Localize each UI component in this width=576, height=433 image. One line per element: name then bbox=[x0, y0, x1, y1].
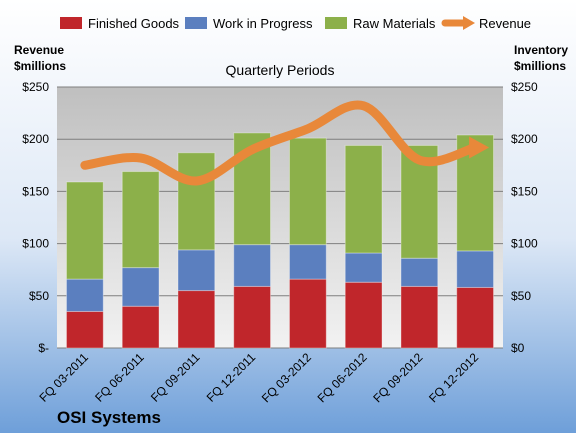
bar-segment bbox=[121, 171, 160, 269]
bar-segment bbox=[177, 152, 216, 251]
y-right-axis-title-line2: $millions bbox=[514, 59, 566, 73]
revenue-point bbox=[251, 149, 253, 151]
legend-label: Revenue bbox=[479, 16, 531, 31]
bar-segment bbox=[233, 244, 272, 287]
revenue-point bbox=[307, 128, 309, 130]
bar-segment bbox=[121, 267, 160, 307]
bar-segment bbox=[177, 290, 216, 349]
legend-swatch bbox=[185, 17, 207, 29]
company-name: OSI Systems bbox=[57, 408, 161, 427]
revenue-point bbox=[363, 105, 365, 107]
chart-title: Quarterly Periods bbox=[226, 62, 335, 78]
y-right-tick-label: $0 bbox=[511, 341, 525, 355]
bar-segment bbox=[65, 310, 104, 349]
bar-segment bbox=[288, 137, 327, 246]
bars bbox=[65, 132, 495, 349]
y-right-tick-label: $50 bbox=[511, 289, 531, 303]
y-left-tick-label: $- bbox=[38, 341, 49, 355]
legend-swatch-arrow bbox=[463, 16, 475, 30]
bar-segment bbox=[65, 181, 104, 280]
revenue-point bbox=[195, 180, 197, 182]
y-left-tick-label: $100 bbox=[22, 237, 49, 251]
legend-swatch bbox=[60, 17, 82, 29]
bar-segment bbox=[344, 252, 383, 283]
y-right-tick-label: $200 bbox=[511, 132, 538, 146]
bar-segment bbox=[456, 250, 495, 288]
revenue-line-layer bbox=[80, 100, 490, 186]
bar-segment bbox=[344, 281, 383, 349]
legend-label: Raw Materials bbox=[353, 16, 436, 31]
y-right-tick-label: $150 bbox=[511, 184, 538, 198]
y-right-axis-title-line1: Inventory bbox=[514, 43, 568, 57]
y-left-tick-label: $250 bbox=[22, 80, 49, 94]
y-left-axis-title-line2: $millions bbox=[14, 59, 66, 73]
y-left-tick-label: $150 bbox=[22, 184, 49, 198]
bar-segment bbox=[121, 305, 160, 349]
revenue-point bbox=[474, 147, 476, 149]
legend-label: Finished Goods bbox=[88, 16, 180, 31]
revenue-line bbox=[80, 100, 480, 186]
bar-segment bbox=[344, 144, 383, 254]
y-left-tick-label: $50 bbox=[29, 289, 49, 303]
bar-segment bbox=[177, 249, 216, 292]
revenue-point bbox=[418, 159, 420, 161]
y-right-tick-label: $250 bbox=[511, 80, 538, 94]
legend: Finished Goods Work in Progress Raw Materi… bbox=[60, 16, 531, 31]
bar-segment bbox=[65, 278, 104, 312]
y-left-tick-label: $200 bbox=[22, 132, 49, 146]
revenue-line-arrowhead bbox=[469, 136, 490, 159]
bar-segment bbox=[288, 244, 327, 280]
revenue-point bbox=[84, 164, 86, 166]
bar-segment bbox=[233, 285, 272, 349]
legend-label: Work in Progress bbox=[213, 16, 313, 31]
y-right-tick-label: $100 bbox=[511, 237, 538, 251]
bar-segment bbox=[400, 285, 439, 349]
y-left-axis-title-line1: Revenue bbox=[14, 43, 64, 57]
legend-swatch bbox=[325, 17, 347, 29]
bar-segment bbox=[456, 286, 495, 349]
bar-segment bbox=[400, 257, 439, 287]
bar-segment bbox=[288, 278, 327, 349]
revenue-point bbox=[140, 157, 142, 159]
